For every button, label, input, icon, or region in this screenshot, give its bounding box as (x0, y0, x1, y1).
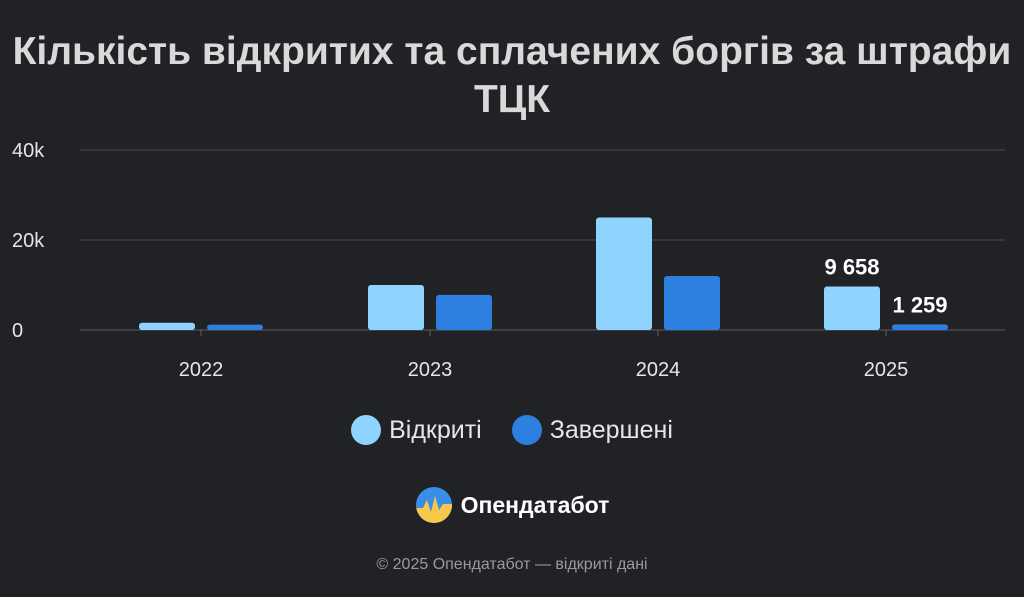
legend-swatch-opened (351, 415, 382, 445)
legend: Відкриті Завершені (0, 415, 1024, 445)
opendatabot-logo-icon (415, 487, 452, 523)
footer-text: © 2025 Опендатабот — відкриті дані (376, 556, 648, 573)
brand-name: Опендатабот (460, 491, 610, 518)
data-label: 1 259 (892, 292, 947, 317)
x-category-label: 2023 (408, 359, 453, 381)
legend-label-opened: Відкриті (389, 415, 482, 444)
bar-2022-closed (207, 324, 263, 330)
bar-2025-closed (892, 324, 948, 330)
bar-2022-opened (139, 322, 195, 330)
bar-2023-opened (368, 285, 424, 330)
bar-chart: 0 20k 40k 2022 2023 2024 2025 9 658 1 259 (12, 140, 1005, 381)
brand: Опендатабот (0, 486, 1024, 524)
legend-label-closed: Завершені (549, 415, 673, 444)
data-label: 9 658 (824, 255, 879, 280)
y-tick-label: 40k (12, 140, 45, 162)
bar-2024-opened (596, 217, 652, 330)
x-category-label: 2024 (636, 359, 681, 381)
legend-item-opened[interactable]: Відкриті (351, 415, 482, 445)
chart-title: Кількість відкритих та сплачених боргів … (12, 30, 1012, 121)
y-tick-label: 20k (12, 230, 45, 252)
bar-2023-closed (436, 294, 492, 330)
legend-swatch-closed (511, 415, 542, 445)
x-category-label: 2022 (179, 359, 224, 381)
bar-2025-opened (824, 286, 880, 330)
x-category-label: 2025 (864, 359, 909, 381)
y-tick-label: 0 (12, 320, 23, 342)
legend-item-closed[interactable]: Завершені (511, 415, 673, 445)
bar-2024-closed (664, 276, 720, 330)
